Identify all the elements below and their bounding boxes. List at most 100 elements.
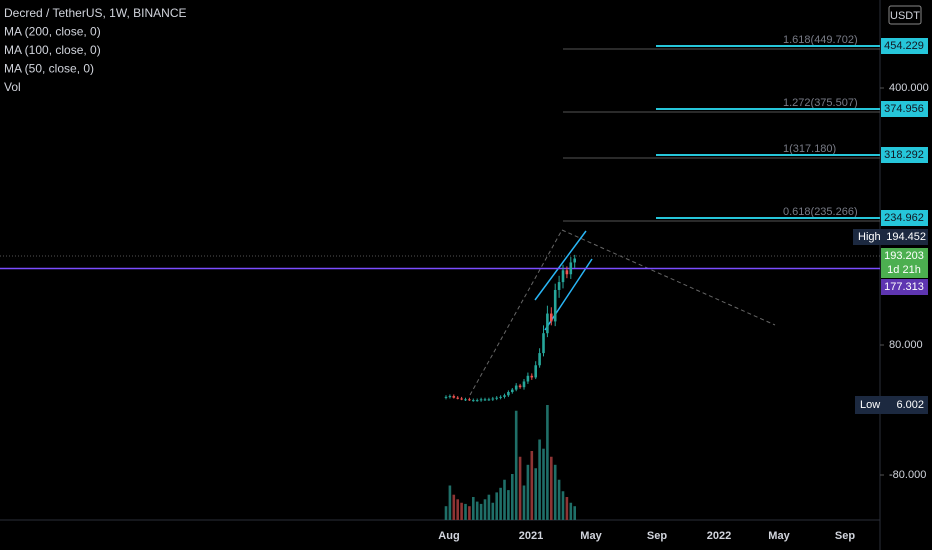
volume-bar: [530, 451, 534, 520]
last-price-box: [881, 248, 928, 278]
volume-bar: [561, 491, 565, 520]
volume-bar: [479, 503, 483, 520]
candle-body: [511, 389, 514, 393]
volume-bar: [503, 479, 506, 520]
volume-bar: [569, 502, 573, 520]
candle-body: [487, 399, 491, 401]
candle-body: [495, 397, 498, 399]
volume-bar: [557, 479, 561, 520]
legend-item: Decred / TetherUS, 1W, BINANCE: [4, 6, 187, 20]
candle-body: [557, 282, 561, 290]
time-tick-label: 2022: [707, 530, 731, 542]
fib-label: 1.618(449.702): [783, 34, 858, 46]
candle-body: [464, 399, 467, 401]
volume-bar: [452, 494, 456, 520]
candle-body: [530, 375, 534, 378]
legend-item: MA (50, close, 0): [4, 62, 94, 76]
price-box: [881, 101, 928, 117]
volume-bar: [553, 464, 557, 520]
trend-dashed: [561, 229, 776, 326]
time-tick-label: Sep: [647, 530, 667, 542]
volume-bar: [546, 405, 549, 520]
candle-body: [452, 396, 456, 398]
volume-bar: [538, 439, 541, 520]
candle-body: [491, 398, 495, 400]
price-box: [881, 147, 928, 163]
candle-body: [475, 400, 479, 402]
last-price: 193.203: [884, 250, 924, 262]
candle-body: [444, 396, 448, 398]
volume-bar: [475, 501, 479, 520]
volume-bar: [468, 506, 471, 520]
time-tick-label: May: [580, 530, 602, 542]
volume-bar: [573, 506, 576, 520]
price-box: [881, 210, 928, 226]
volume-bar: [526, 464, 530, 520]
candle-body: [479, 399, 483, 401]
candle-body: [483, 399, 487, 401]
time-tick-label: Aug: [438, 530, 459, 542]
volume-bar: [518, 456, 522, 520]
candle-body: [514, 385, 518, 390]
legend-item: MA (100, close, 0): [4, 43, 101, 57]
time-tick-label: Sep: [835, 530, 855, 542]
candle-body: [507, 392, 510, 396]
price-box-label: 318.292: [884, 149, 924, 161]
volume-bar: [448, 485, 452, 520]
price-tick-label: -80.000: [889, 469, 926, 481]
high-value: 194.452: [886, 231, 926, 243]
volume-bar: [534, 468, 537, 520]
volume-bar: [460, 502, 463, 520]
price-box-label: 234.962: [884, 212, 924, 224]
volume-bar: [511, 474, 514, 520]
time-tick-label: May: [768, 530, 790, 542]
price-tick-label: 80.000: [889, 339, 923, 351]
volume-bar: [483, 499, 487, 520]
candle-body: [569, 262, 573, 275]
candle-body: [546, 313, 549, 334]
countdown: 1d 21h: [887, 264, 921, 276]
time-tick-label: 2021: [519, 530, 543, 542]
volume-bar: [522, 485, 526, 520]
fib-label: 1.272(375.507): [783, 97, 858, 109]
candle-body: [542, 333, 545, 354]
candle-body: [448, 396, 452, 398]
candle-body: [550, 313, 553, 322]
currency[interactable]: USDT: [890, 10, 920, 22]
ma-price-box: [881, 279, 928, 295]
legend-item: Vol: [4, 80, 21, 94]
candle-body: [538, 353, 541, 366]
trend-dashed: [469, 229, 563, 396]
volume-bar: [507, 490, 510, 520]
channel-line: [544, 258, 593, 331]
legend-item: MA (200, close, 0): [4, 25, 101, 39]
candle-body: [561, 270, 565, 283]
volume-bar: [487, 494, 491, 520]
candle-body: [573, 258, 576, 263]
high-label: High: [858, 231, 881, 243]
price-box-label: 374.956: [884, 103, 924, 115]
currency-button[interactable]: [888, 5, 922, 25]
candle-body: [460, 398, 463, 400]
candle-body: [518, 385, 522, 388]
candle-body: [534, 365, 537, 378]
channel-line: [534, 230, 587, 301]
volume-bar: [542, 448, 545, 520]
fib-label: 0.618(235.266): [783, 206, 858, 218]
high-box: [853, 229, 928, 245]
volume-bar: [456, 499, 459, 520]
price-box: [881, 38, 928, 54]
volume-bar: [491, 502, 495, 520]
fib-label: 1(317.180): [783, 143, 836, 155]
candle-body: [553, 289, 557, 322]
volume-bar: [472, 497, 475, 520]
candle-body: [499, 396, 502, 398]
low-box: [855, 396, 928, 414]
volume-bar: [444, 506, 448, 520]
low-label: Low: [860, 399, 880, 411]
volume-bar: [464, 503, 467, 520]
ma-price: 177.313: [884, 281, 924, 293]
candle-body: [565, 270, 569, 275]
